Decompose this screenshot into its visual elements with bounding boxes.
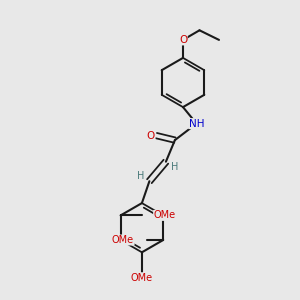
Text: O: O [147,130,155,141]
Text: H: H [137,171,145,181]
Text: OMe: OMe [154,210,176,220]
Text: OMe: OMe [131,273,153,283]
Text: OMe: OMe [112,235,134,245]
Text: NH: NH [189,118,204,129]
Text: H: H [171,162,178,172]
Text: O: O [179,35,187,45]
